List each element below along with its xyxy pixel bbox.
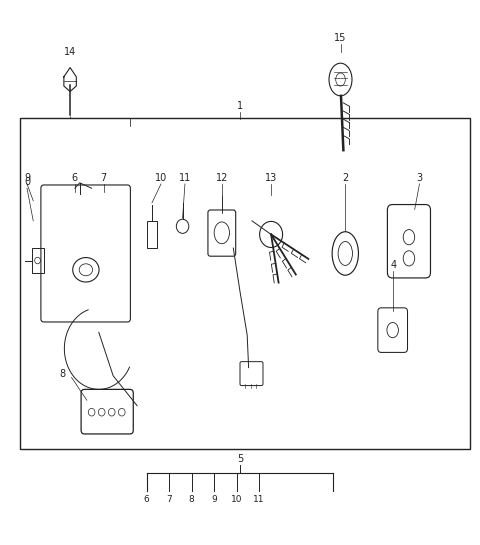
Text: 4: 4 — [390, 260, 396, 270]
Bar — [20, 118, 470, 449]
Text: 9: 9 — [211, 495, 217, 504]
Text: 10: 10 — [231, 495, 242, 504]
Text: 8: 8 — [60, 368, 66, 379]
Text: 0: 0 — [24, 177, 30, 187]
Text: 3: 3 — [417, 173, 422, 183]
Text: 13: 13 — [265, 173, 277, 183]
Text: 6: 6 — [144, 495, 150, 504]
Text: 2: 2 — [342, 173, 348, 183]
Text: 7: 7 — [100, 173, 107, 183]
Text: 6: 6 — [72, 173, 78, 183]
Text: 12: 12 — [216, 173, 228, 183]
Text: 5: 5 — [237, 455, 243, 464]
Text: 7: 7 — [166, 495, 172, 504]
Text: 9: 9 — [24, 173, 30, 183]
Text: 10: 10 — [155, 173, 167, 183]
Bar — [147, 221, 157, 248]
Text: 15: 15 — [335, 33, 347, 43]
Text: 11: 11 — [179, 173, 191, 183]
Text: 11: 11 — [253, 495, 265, 504]
Text: 14: 14 — [64, 47, 76, 57]
Text: 8: 8 — [189, 495, 194, 504]
Text: 1: 1 — [237, 100, 243, 111]
